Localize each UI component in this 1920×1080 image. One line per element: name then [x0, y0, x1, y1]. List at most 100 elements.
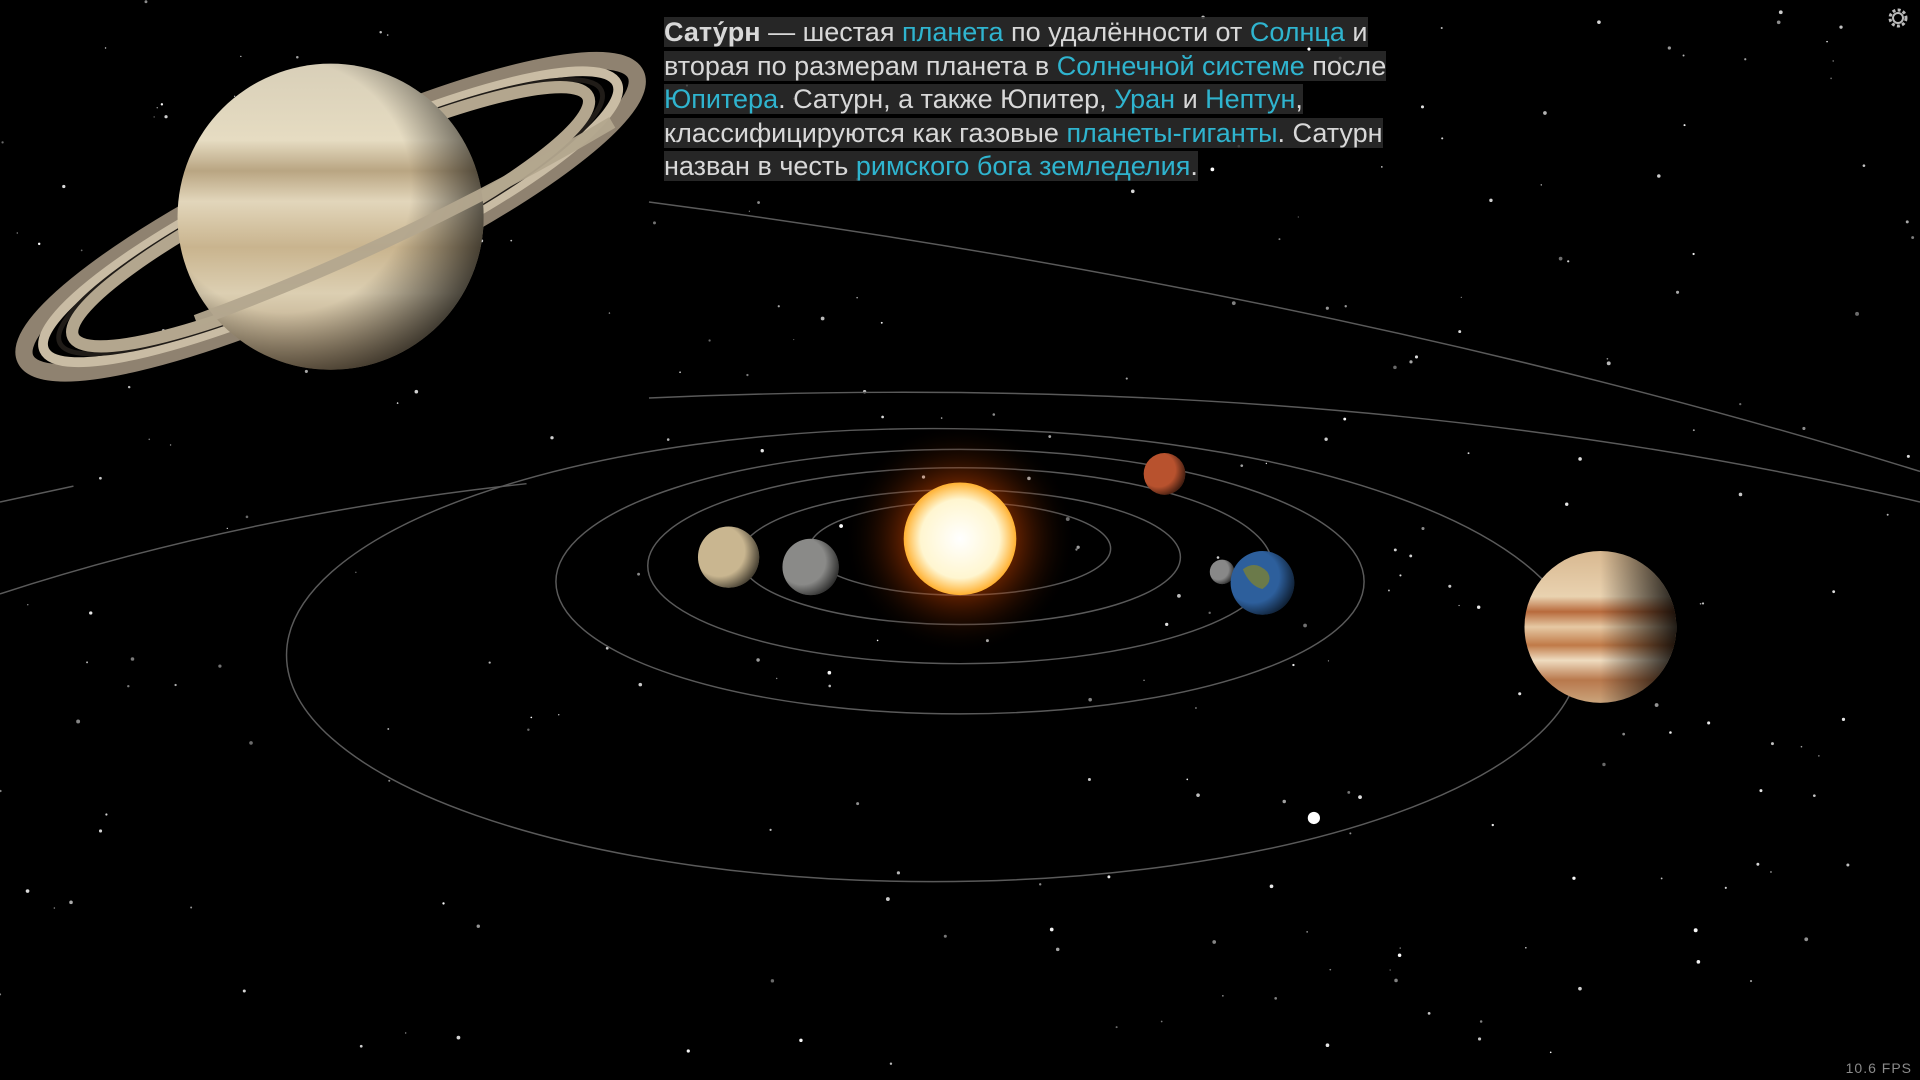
star: [1525, 947, 1527, 949]
star: [1441, 137, 1443, 139]
planet-point[interactable]: [1308, 812, 1320, 824]
star: [1676, 291, 1679, 294]
wiki-link[interactable]: Нептун: [1205, 84, 1295, 114]
wiki-link[interactable]: планеты-гиганты: [1066, 118, 1277, 148]
star: [1088, 698, 1092, 702]
star: [1278, 238, 1280, 240]
star: [1388, 590, 1390, 592]
star: [1324, 438, 1327, 441]
star: [1303, 624, 1307, 628]
star: [1477, 606, 1480, 609]
star: [1208, 612, 1210, 614]
star: [1832, 590, 1835, 593]
star: [944, 935, 947, 938]
star: [161, 103, 163, 105]
star: [839, 524, 843, 528]
description-text: .: [1190, 151, 1198, 181]
star: [1756, 863, 1759, 866]
earth[interactable]: [1231, 551, 1295, 615]
star: [190, 906, 192, 908]
star: [131, 657, 135, 661]
star: [653, 221, 656, 224]
star: [379, 31, 381, 33]
star: [1744, 58, 1746, 60]
mars[interactable]: [1144, 453, 1186, 495]
star: [1759, 789, 1762, 792]
star: [1088, 778, 1091, 781]
star: [145, 0, 148, 3]
star: [1126, 378, 1128, 380]
star: [17, 232, 18, 233]
star: [1697, 960, 1701, 964]
orbit: [0, 484, 527, 594]
star: [749, 211, 750, 212]
star: [1830, 78, 1832, 80]
star: [105, 813, 107, 815]
star: [1478, 1037, 1481, 1040]
star: [405, 1032, 406, 1033]
star: [1441, 27, 1443, 29]
star: [1684, 124, 1686, 126]
wiki-link[interactable]: Уран: [1114, 84, 1175, 114]
wiki-link[interactable]: планета: [902, 17, 1004, 47]
star: [530, 717, 532, 719]
star: [105, 47, 106, 48]
mercury[interactable]: [782, 539, 838, 595]
star: [1131, 189, 1135, 193]
star: [148, 439, 150, 441]
settings-button[interactable]: [1884, 4, 1912, 32]
star: [69, 901, 73, 905]
star: [1394, 548, 1397, 551]
star: [1818, 755, 1820, 757]
star: [54, 907, 56, 909]
star: [243, 989, 246, 992]
star: [170, 444, 171, 445]
orbit: [0, 486, 73, 502]
star: [1543, 111, 1547, 115]
star: [1039, 883, 1041, 885]
star: [1328, 660, 1329, 661]
star: [1143, 680, 1144, 681]
sun[interactable]: [904, 482, 1017, 595]
wiki-link[interactable]: Юпитера: [664, 84, 778, 114]
star: [1777, 20, 1781, 24]
star: [1846, 863, 1849, 866]
star: [1813, 794, 1816, 797]
star: [1739, 403, 1741, 405]
star: [1842, 718, 1845, 721]
venus[interactable]: [698, 527, 759, 588]
star: [76, 720, 80, 724]
page: Сату́рн — шестая планета по удалённости …: [0, 0, 1920, 1080]
star: [609, 312, 610, 313]
star: [174, 684, 176, 686]
star: [153, 116, 154, 117]
star: [856, 802, 859, 805]
star: [1165, 623, 1168, 626]
star: [38, 243, 40, 245]
wiki-link[interactable]: Солнечной системе: [1057, 51, 1305, 81]
star: [234, 96, 235, 97]
jupiter[interactable]: [1524, 551, 1676, 703]
star: [897, 871, 900, 874]
star: [360, 1045, 363, 1048]
star: [305, 370, 308, 373]
star: [1048, 435, 1051, 438]
star: [1461, 297, 1462, 298]
moon[interactable]: [1210, 560, 1234, 584]
star: [1541, 184, 1542, 185]
star: [1116, 1026, 1118, 1028]
star: [1458, 605, 1459, 606]
description-text: по удалённости от: [1003, 17, 1249, 47]
star: [62, 185, 65, 188]
star: [1770, 871, 1772, 873]
wiki-link[interactable]: римского бога земледелия: [856, 151, 1190, 181]
star: [886, 897, 890, 901]
star: [637, 573, 640, 576]
star: [1779, 10, 1783, 14]
wiki-link[interactable]: Солнца: [1250, 17, 1345, 47]
star: [157, 107, 158, 108]
star: [1195, 707, 1196, 708]
star: [761, 449, 764, 452]
star: [1480, 1020, 1483, 1023]
star: [550, 436, 553, 439]
